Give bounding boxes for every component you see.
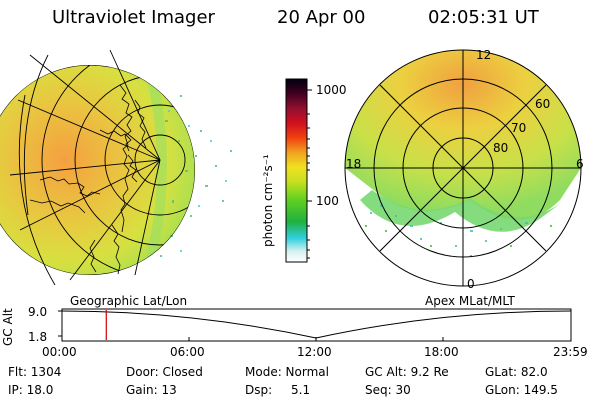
timeline-ymin: 1.8 [28, 330, 48, 344]
mlt-6-label: 6 [576, 157, 584, 171]
lat-60-label: 60 [535, 97, 551, 111]
info-ip: IP: 18.0 [8, 383, 54, 397]
right-panel-caption: Apex MLat/MLT [425, 294, 515, 308]
colorbar-tick-1000: 1000 [316, 83, 347, 97]
timeline-ymax: 9.0 [28, 305, 48, 319]
date-label: 20 Apr 00 [277, 7, 366, 28]
polar-image [344, 49, 582, 287]
xtick-1200: 12:00 [297, 345, 332, 359]
info-glon: GLon: 149.5 [485, 383, 558, 397]
colorbar-tick-100: 100 [316, 194, 339, 208]
lat-80-label: 80 [493, 141, 509, 155]
timeline-plot [58, 308, 572, 342]
info-dsp-label: Dsp: [245, 383, 273, 397]
info-glat: GLat: 82.0 [485, 365, 548, 379]
left-panel-caption: Geographic Lat/Lon [70, 294, 188, 308]
info-dsp-value: 5.1 [291, 383, 311, 397]
info-seq: Seq: 30 [365, 383, 411, 397]
mlt-18-label: 18 [346, 157, 362, 171]
xtick-0000: 00:00 [42, 345, 77, 359]
mlt-12-label: 12 [476, 48, 492, 62]
time-label: 02:05:31 UT [428, 7, 539, 28]
info-mode: Mode: Normal [245, 365, 329, 379]
info-gcalt: GC Alt: 9.2 Re [365, 365, 449, 379]
colorbar [285, 78, 312, 263]
info-flt: Flt: 1304 [8, 365, 62, 379]
xtick-0600: 06:00 [170, 345, 205, 359]
lat-70-label: 70 [511, 121, 527, 135]
info-door: Door: Closed [126, 365, 203, 379]
instrument-title: Ultraviolet Imager [52, 7, 215, 28]
info-gain: Gain: 13 [126, 383, 177, 397]
colorbar-unit-label: photon cm⁻²s⁻¹ [261, 154, 275, 247]
xtick-2359: 23:59 [553, 345, 588, 359]
xtick-1800: 18:00 [424, 345, 459, 359]
globe-image [0, 49, 232, 286]
timeline-ylabel: GC Alt [1, 308, 15, 346]
mlt-0-label: 0 [467, 277, 475, 291]
